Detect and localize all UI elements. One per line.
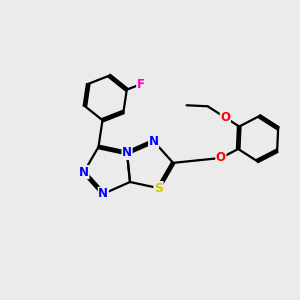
Text: O: O	[220, 111, 230, 124]
Text: S: S	[154, 182, 163, 195]
Text: N: N	[98, 187, 108, 200]
Text: N: N	[79, 166, 89, 178]
Text: O: O	[216, 152, 226, 164]
Text: N: N	[149, 135, 159, 148]
Text: N: N	[122, 146, 132, 160]
Text: F: F	[137, 78, 145, 91]
